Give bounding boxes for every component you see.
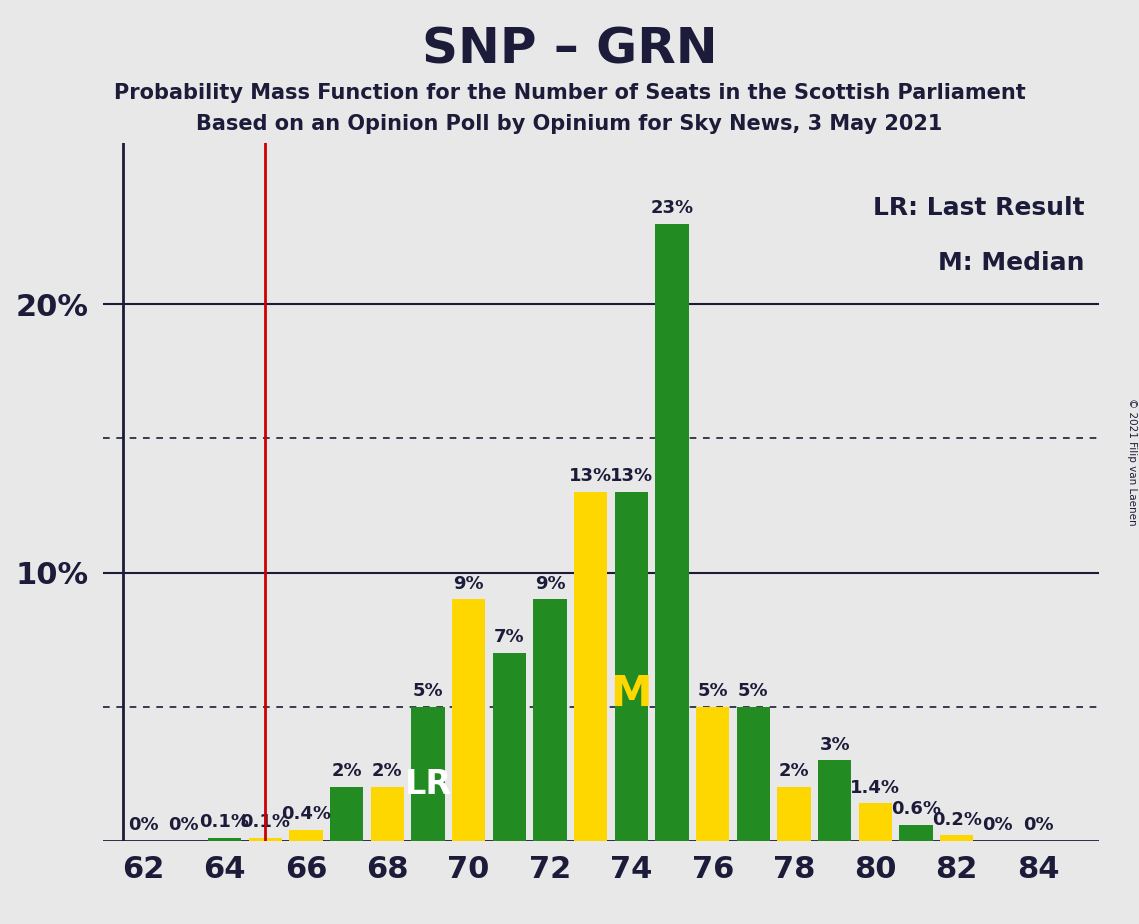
Text: M: M bbox=[611, 674, 653, 715]
Text: 2%: 2% bbox=[779, 762, 810, 781]
Bar bbox=[452, 600, 485, 841]
Text: 0%: 0% bbox=[982, 816, 1013, 834]
Text: 5%: 5% bbox=[697, 682, 728, 700]
Bar bbox=[493, 653, 526, 841]
Bar bbox=[289, 830, 322, 841]
Text: 0.2%: 0.2% bbox=[932, 810, 982, 829]
Text: 2%: 2% bbox=[372, 762, 402, 781]
Text: 2%: 2% bbox=[331, 762, 362, 781]
Text: 0.1%: 0.1% bbox=[240, 813, 290, 832]
Text: 9%: 9% bbox=[453, 575, 484, 592]
Text: © 2021 Filip van Laenen: © 2021 Filip van Laenen bbox=[1126, 398, 1137, 526]
Text: 3%: 3% bbox=[819, 736, 850, 754]
Bar bbox=[696, 707, 729, 841]
Bar bbox=[208, 838, 241, 841]
Text: 0.4%: 0.4% bbox=[281, 806, 331, 823]
Text: 0.6%: 0.6% bbox=[891, 800, 941, 818]
Bar bbox=[574, 492, 607, 841]
Text: 9%: 9% bbox=[534, 575, 565, 592]
Text: 1.4%: 1.4% bbox=[851, 779, 901, 796]
Text: 5%: 5% bbox=[738, 682, 769, 700]
Text: 13%: 13% bbox=[570, 468, 613, 485]
Text: 23%: 23% bbox=[650, 199, 694, 217]
Text: Probability Mass Function for the Number of Seats in the Scottish Parliament: Probability Mass Function for the Number… bbox=[114, 83, 1025, 103]
Text: 0.1%: 0.1% bbox=[199, 813, 249, 832]
Bar bbox=[248, 838, 282, 841]
Text: Based on an Opinion Poll by Opinium for Sky News, 3 May 2021: Based on an Opinion Poll by Opinium for … bbox=[196, 114, 943, 134]
Text: 5%: 5% bbox=[412, 682, 443, 700]
Bar bbox=[615, 492, 648, 841]
Bar bbox=[655, 224, 689, 841]
Text: LR: Last Result: LR: Last Result bbox=[872, 196, 1084, 220]
Bar bbox=[940, 835, 974, 841]
Bar bbox=[411, 707, 444, 841]
Bar bbox=[533, 600, 567, 841]
Bar bbox=[859, 803, 892, 841]
Bar bbox=[330, 787, 363, 841]
Bar bbox=[370, 787, 404, 841]
Text: 0%: 0% bbox=[169, 816, 199, 834]
Text: 7%: 7% bbox=[494, 628, 525, 646]
Text: LR: LR bbox=[404, 768, 451, 801]
Bar bbox=[737, 707, 770, 841]
Text: SNP – GRN: SNP – GRN bbox=[421, 26, 718, 74]
Bar bbox=[818, 760, 852, 841]
Bar bbox=[778, 787, 811, 841]
Text: 0%: 0% bbox=[1023, 816, 1054, 834]
Text: 13%: 13% bbox=[609, 468, 653, 485]
Bar bbox=[900, 825, 933, 841]
Text: M: Median: M: Median bbox=[937, 251, 1084, 275]
Text: 0%: 0% bbox=[128, 816, 158, 834]
